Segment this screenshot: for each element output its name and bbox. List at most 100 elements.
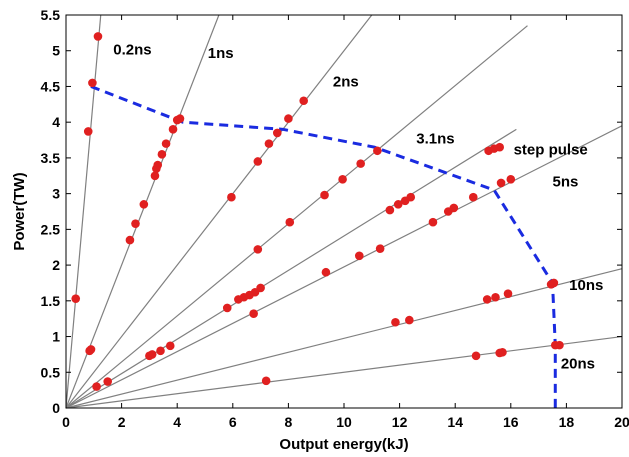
data-point bbox=[482, 295, 492, 304]
y-tick-label: 3 bbox=[52, 186, 60, 202]
x-tick-label: 4 bbox=[173, 414, 181, 430]
line-label-1: 1ns bbox=[208, 45, 234, 62]
data-point bbox=[393, 200, 403, 209]
data-point bbox=[131, 219, 140, 228]
line-label-0: 0.2ns bbox=[113, 41, 151, 58]
x-tick-label: 16 bbox=[503, 414, 519, 430]
y-tick-label: 3.5 bbox=[41, 150, 61, 166]
reference-line-2 bbox=[65, 14, 373, 409]
y-tick-label: 2.5 bbox=[41, 221, 61, 237]
reference-lines bbox=[65, 14, 623, 409]
data-point bbox=[71, 294, 81, 303]
data-point bbox=[391, 317, 400, 327]
data-point bbox=[253, 157, 263, 166]
data-point bbox=[150, 171, 160, 181]
x-tick-label: 2 bbox=[118, 414, 126, 430]
data-point bbox=[234, 295, 243, 304]
x-tick-label: 18 bbox=[559, 414, 575, 430]
x-tick-label: 14 bbox=[447, 414, 463, 430]
x-tick-label: 20 bbox=[614, 414, 629, 430]
line-label-5: 5ns bbox=[553, 173, 579, 190]
data-point bbox=[83, 127, 93, 136]
data-point bbox=[284, 114, 293, 123]
data-point bbox=[93, 32, 103, 41]
y-tick-label: 0 bbox=[52, 400, 60, 416]
data-point bbox=[299, 96, 308, 106]
axis-ticks: 0 2 4 6 8 10 12 14 16 18 20 0 0.5 1 1.5 2 2.5 3 3.5 4 4.5 5 5.… bbox=[41, 7, 629, 430]
data-point bbox=[506, 175, 516, 184]
data-point bbox=[375, 244, 385, 253]
data-point bbox=[157, 150, 167, 159]
line-label-6: 10ns bbox=[569, 277, 603, 294]
reference-line-3 bbox=[65, 25, 528, 409]
data-point bbox=[491, 292, 500, 302]
reference-line-5 bbox=[65, 125, 623, 409]
reference-line-6 bbox=[65, 268, 623, 409]
data-point bbox=[428, 217, 438, 227]
data-point bbox=[471, 351, 481, 361]
data-point bbox=[354, 251, 364, 261]
y-tick-label: 4.5 bbox=[41, 78, 61, 94]
data-point bbox=[85, 346, 94, 356]
reference-line-1 bbox=[65, 14, 220, 409]
data-point bbox=[373, 146, 382, 156]
data-point bbox=[503, 289, 513, 298]
data-point bbox=[320, 190, 329, 200]
y-tick-label: 4 bbox=[52, 114, 60, 130]
line-label-3: 3.1ns bbox=[416, 131, 454, 148]
data-point bbox=[285, 217, 295, 227]
y-tick-label: 0.5 bbox=[41, 364, 61, 380]
x-tick-label: 8 bbox=[285, 414, 293, 430]
data-point bbox=[172, 115, 182, 125]
data-point bbox=[103, 377, 112, 386]
line-label-2: 2ns bbox=[333, 73, 359, 90]
data-point bbox=[555, 340, 564, 350]
data-points bbox=[71, 32, 564, 391]
y-axis-label: Power(TW) bbox=[11, 172, 28, 250]
line-label-7: 20ns bbox=[561, 356, 595, 373]
data-point bbox=[272, 128, 282, 138]
data-point bbox=[484, 146, 493, 156]
y-tick-label: 5 bbox=[52, 43, 60, 59]
data-point bbox=[496, 178, 506, 188]
data-point bbox=[165, 341, 175, 351]
data-point bbox=[253, 245, 263, 254]
data-point bbox=[356, 159, 365, 168]
x-tick-label: 10 bbox=[336, 414, 352, 430]
data-point bbox=[152, 164, 161, 173]
data-point bbox=[249, 309, 258, 318]
y-tick-label: 1.5 bbox=[41, 293, 61, 309]
data-point bbox=[161, 139, 171, 148]
data-point bbox=[338, 175, 347, 184]
line-labels: 0.2ns 1ns 2ns 3.1ns step pulse 5ns 10ns 20ns bbox=[113, 41, 603, 372]
data-point bbox=[125, 235, 135, 245]
data-point bbox=[546, 280, 556, 289]
data-point bbox=[385, 205, 395, 215]
y-tick-label: 5.5 bbox=[41, 7, 61, 23]
x-axis-label: Output energy(kJ) bbox=[279, 436, 408, 453]
data-point bbox=[468, 192, 478, 202]
data-point bbox=[222, 303, 232, 313]
data-point bbox=[92, 382, 101, 391]
x-tick-label: 6 bbox=[229, 414, 237, 430]
data-point bbox=[443, 207, 453, 216]
y-tick-label: 2 bbox=[52, 257, 60, 273]
data-point bbox=[156, 346, 165, 356]
data-point bbox=[400, 196, 410, 206]
line-label-4: step pulse bbox=[514, 141, 588, 158]
data-point bbox=[261, 376, 271, 386]
data-point bbox=[88, 78, 97, 88]
data-point bbox=[321, 267, 331, 277]
data-point bbox=[139, 200, 149, 209]
data-point bbox=[405, 315, 414, 325]
data-point bbox=[498, 347, 507, 357]
data-point bbox=[168, 125, 178, 134]
data-point bbox=[227, 192, 236, 202]
reference-line-0 bbox=[65, 14, 102, 409]
reference-line-4 bbox=[65, 128, 517, 409]
reference-line-7 bbox=[65, 335, 623, 409]
data-point bbox=[264, 139, 274, 148]
data-point bbox=[145, 351, 154, 361]
y-tick-label: 1 bbox=[52, 329, 60, 345]
